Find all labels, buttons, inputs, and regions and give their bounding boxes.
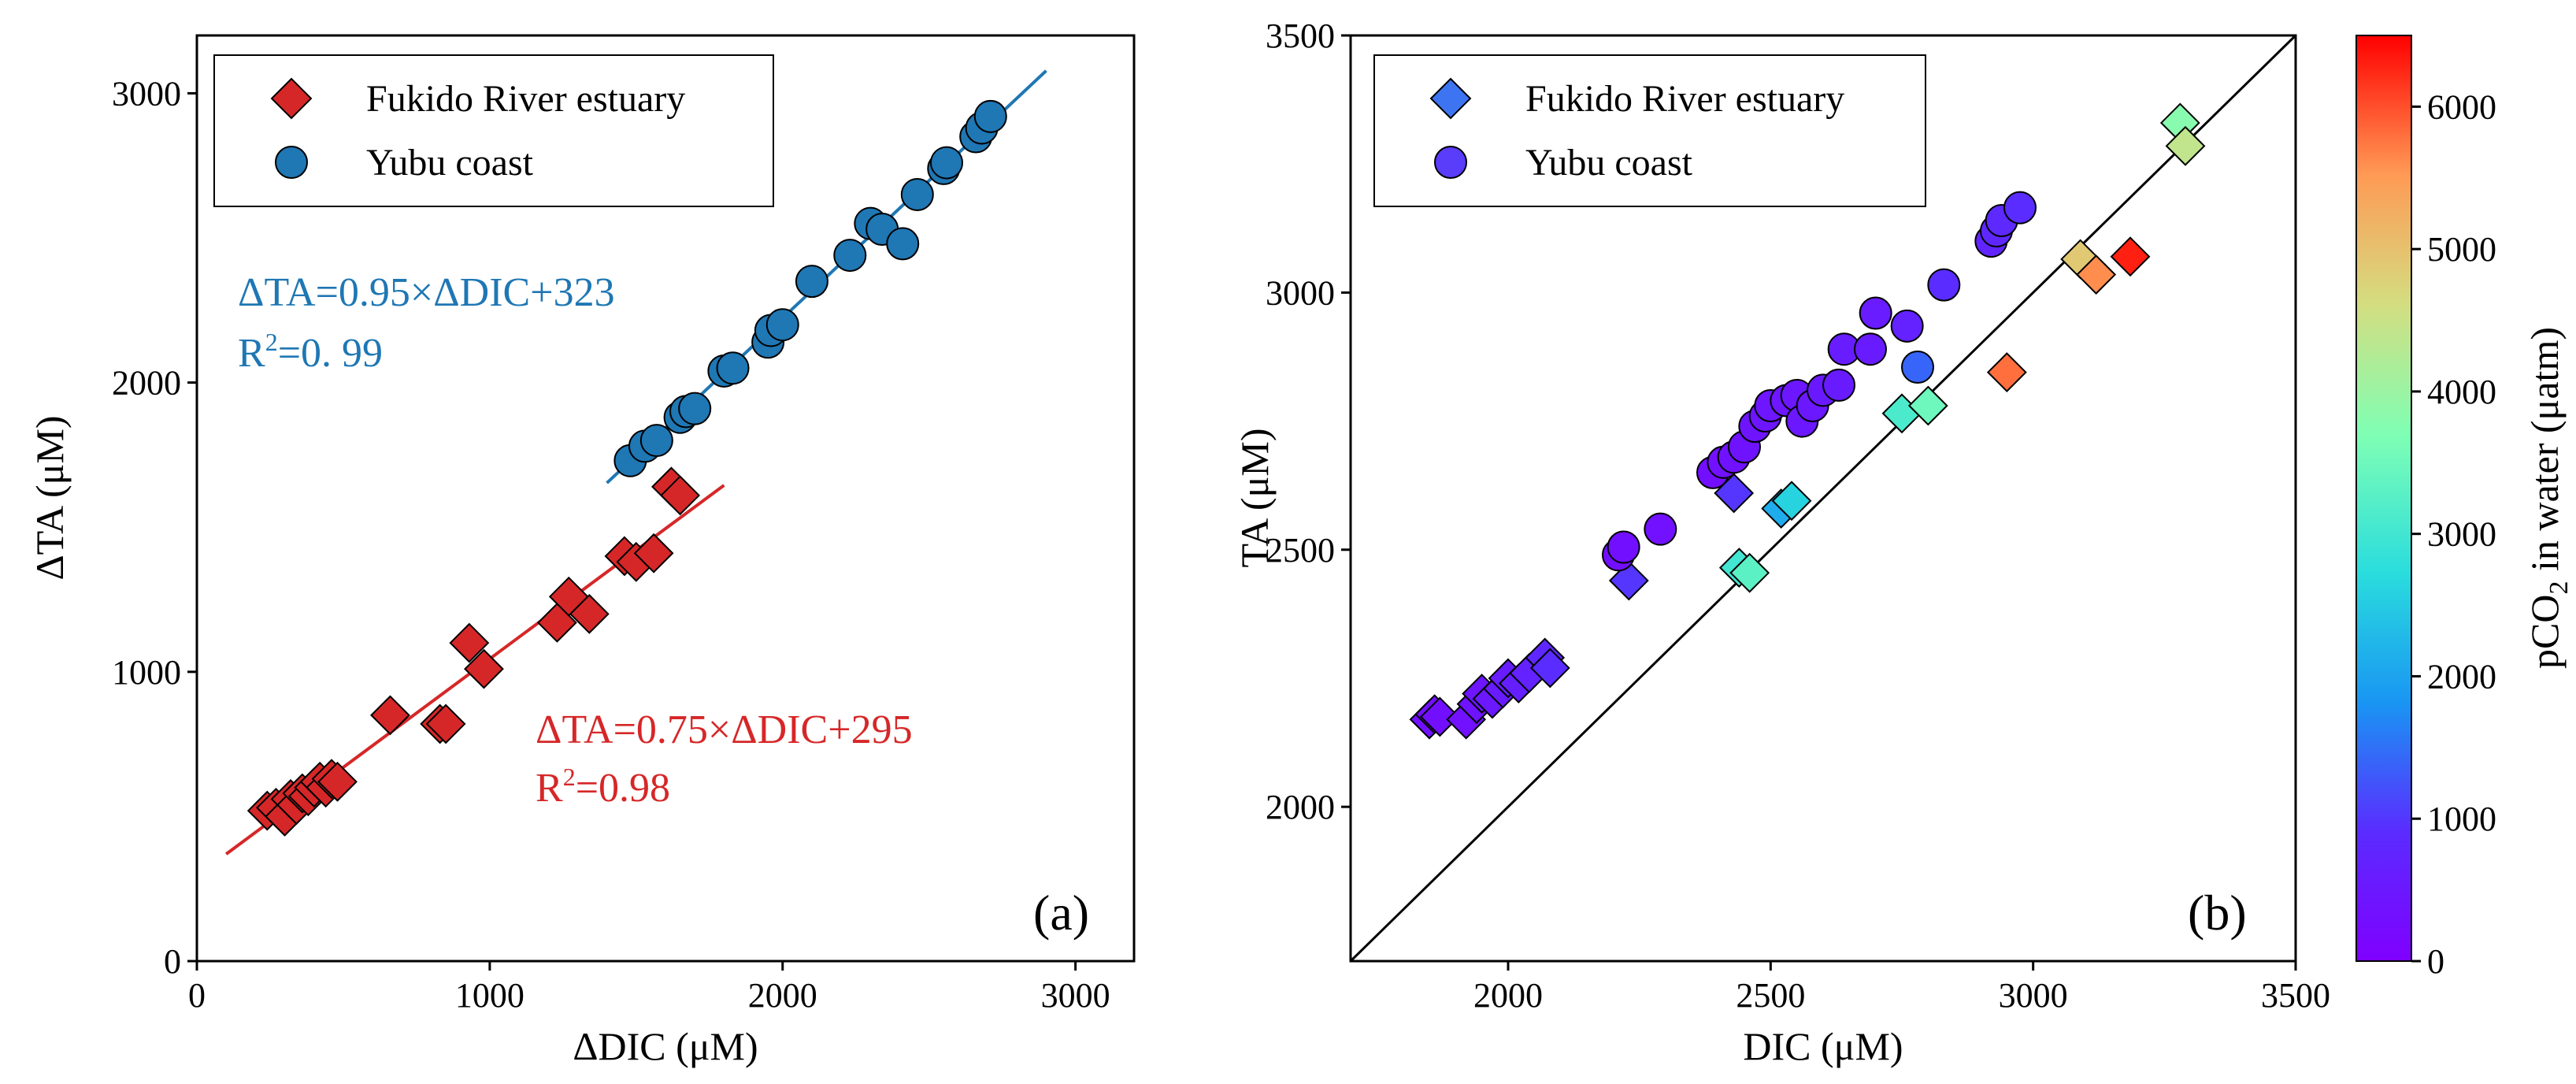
data-point-fukido: [569, 593, 610, 634]
x-tick-label: 3500: [2261, 976, 2330, 1015]
panel-b: 2000 2500 3000 3500 2000 2500 3000 3500 Fukido…: [1232, 17, 2330, 1068]
colorbar: 0 1000 2000 3000 4000 5000 6000 pCO2 in water …: [2355, 35, 2574, 981]
data-point-yubu: [1644, 512, 1677, 546]
y-tick-label: 3500: [1266, 17, 1335, 55]
x-tick-label: 2000: [1473, 976, 1543, 1015]
r-squared-fukido: R2=0.98: [536, 763, 670, 811]
data-point-yubu: [833, 239, 867, 273]
data-point-yubu: [1927, 268, 1961, 302]
data-point-yubu: [716, 351, 750, 385]
x-tick-label: 1000: [455, 976, 524, 1015]
colorbar-tick-label: 1000: [2427, 800, 2496, 838]
panel-b-points: [1409, 102, 2206, 740]
data-point-fukido: [370, 695, 410, 736]
legend-circle-marker: [1434, 146, 1467, 179]
colorbar-tick-label: 6000: [2427, 87, 2496, 126]
r-squared-yubu: R2=0. 99: [238, 328, 383, 376]
y-tick-label: 0: [164, 942, 181, 981]
legend-label-fukido: Fukido River estuary: [1525, 78, 1844, 120]
fit-equation-fukido: ΔTA=0.75×ΔDIC+295: [536, 707, 913, 752]
data-point-yubu: [1901, 351, 1934, 384]
data-point-yubu: [678, 392, 712, 425]
data-point-yubu: [1854, 332, 1887, 366]
data-point-yubu: [639, 424, 673, 458]
data-point-fukido: [2110, 236, 2151, 277]
x-tick-label: 0: [188, 976, 206, 1015]
colorbar-label: pCO2 in water (μatm): [2522, 327, 2574, 669]
panel-a-x-ticks: 0 1000 2000 3000: [188, 961, 1110, 1015]
legend-label-yubu: Yubu coast: [366, 142, 534, 184]
data-point-yubu: [1890, 309, 1924, 343]
data-point-yubu: [795, 265, 828, 299]
colorbar-tick-label: 5000: [2427, 230, 2496, 269]
y-tick-label: 3000: [1266, 273, 1335, 312]
panel-a-label: (a): [1033, 885, 1089, 941]
y-tick-label: 2000: [1266, 788, 1335, 826]
data-point-fukido: [633, 533, 674, 574]
data-point-fukido: [2076, 254, 2117, 295]
data-point-fukido: [1907, 385, 1948, 426]
data-point-fukido: [1419, 696, 1460, 737]
one-to-one-line: [1349, 34, 2297, 963]
data-point-fukido: [660, 475, 701, 516]
data-point-yubu: [930, 146, 963, 180]
data-point-fukido: [1771, 481, 1812, 522]
panel-b-legend: Fukido River estuary Yubu coast: [1373, 54, 1926, 207]
data-point-yubu: [886, 227, 920, 261]
data-point-fukido: [1986, 352, 2027, 392]
data-point-fukido: [1608, 560, 1649, 601]
legend-label-fukido: Fukido River estuary: [366, 78, 685, 120]
panel-b-label: (b): [2188, 885, 2247, 941]
legend-label-yubu: Yubu coast: [1525, 142, 1693, 184]
x-tick-label: 2000: [748, 976, 817, 1015]
data-point-fukido: [449, 622, 490, 663]
y-tick-label: 2500: [1266, 531, 1335, 570]
data-point-fukido: [464, 648, 504, 689]
panel-a-x-axis-label: ΔDIC (μM): [573, 1024, 758, 1068]
panel-b-frame: [1349, 34, 2297, 963]
legend-diamond-marker: [1429, 77, 1472, 120]
data-point-yubu: [1859, 296, 1892, 330]
panel-b-x-axis-label: DIC (μM): [1743, 1024, 1903, 1068]
data-point-yubu: [765, 308, 799, 342]
colorbar-tick-label: 0: [2427, 942, 2444, 981]
panel-b-x-ticks: 2000 2500 3000 3500: [1473, 961, 2330, 1015]
legend-frame: [1373, 54, 1926, 207]
legend-diamond-marker: [270, 77, 313, 120]
colorbar-tick-label: 2000: [2427, 657, 2496, 696]
panel-a-y-axis-label: ΔTA (μM): [28, 415, 72, 580]
colorbar-tick-label: 4000: [2427, 373, 2496, 411]
panel-a-legend: Fukido River estuary Yubu coast: [213, 54, 774, 207]
panel-b-y-ticks: 2000 2500 3000 3500: [1266, 17, 1351, 826]
panel-b-y-axis-label: TA (μM): [1232, 429, 1277, 568]
panel-a-points: [246, 99, 1007, 837]
data-point-yubu: [900, 177, 934, 211]
y-tick-label: 3000: [112, 74, 181, 113]
colorbar-ticks: 0 1000 2000 3000 4000 5000 6000: [2411, 87, 2496, 981]
data-point-yubu: [1822, 368, 1855, 402]
legend-frame: [213, 54, 774, 207]
data-point-fukido: [425, 703, 466, 744]
panel-a-y-ticks: 0 1000 2000 3000: [112, 74, 197, 981]
y-tick-label: 1000: [112, 653, 181, 692]
data-point-fukido: [1729, 552, 1770, 593]
x-tick-label: 3000: [1041, 976, 1110, 1015]
data-point-fukido: [2165, 125, 2206, 166]
colorbar-gradient: [2355, 35, 2412, 962]
data-point-yubu: [1607, 530, 1640, 564]
data-point-fukido: [1529, 648, 1570, 689]
panel-a-frame: [195, 34, 1136, 963]
x-tick-label: 3000: [1999, 976, 2068, 1015]
data-point-yubu: [2003, 191, 2037, 225]
legend-circle-marker: [275, 146, 308, 179]
y-tick-label: 2000: [112, 364, 181, 403]
data-point-fukido: [317, 761, 358, 802]
fit-equation-yubu: ΔTA=0.95×ΔDIC+323: [238, 270, 615, 315]
colorbar-tick-label: 3000: [2427, 515, 2496, 554]
panel-a: 0 1000 2000 3000 0 1000 2000 3000 Fukido River…: [28, 34, 1136, 1068]
data-point-yubu: [973, 99, 1007, 133]
x-tick-label: 2500: [1736, 976, 1805, 1015]
